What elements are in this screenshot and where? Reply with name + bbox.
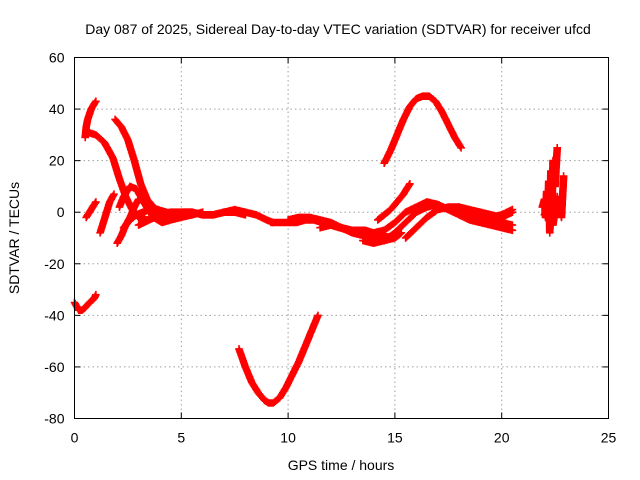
chart-title: Day 087 of 2025, Sidereal Day-to-day VTE… (85, 21, 591, 37)
series-markers (235, 311, 322, 407)
series-markers (134, 208, 250, 229)
x-tick-labels: 0 5 10 15 20 25 (71, 430, 617, 446)
y-tick-label: 60 (49, 50, 65, 66)
x-tick-label: 15 (387, 430, 403, 446)
x-tick-label: 5 (177, 430, 185, 446)
y-tick-label: 0 (57, 204, 65, 220)
series-markers (374, 180, 414, 224)
x-tick-label: 0 (71, 430, 79, 446)
series-markers (380, 92, 465, 167)
series-arc-03 (82, 198, 100, 222)
y-axis-label: SDTVAR / TECUs (6, 182, 22, 294)
axis-ticks (74, 57, 609, 419)
series-arc-15 (380, 92, 465, 167)
x-tick-label: 20 (494, 430, 510, 446)
series-arc-06 (111, 115, 207, 222)
series-markers (82, 198, 100, 222)
series-arc-01 (70, 290, 100, 314)
grid-lines (74, 57, 609, 419)
plot-frame (74, 57, 609, 419)
x-tick-label: 25 (601, 430, 617, 446)
y-tick-label: -20 (44, 256, 64, 272)
y-tick-label: -80 (44, 411, 64, 427)
x-tick-label: 10 (280, 430, 296, 446)
y-tick-label: 40 (49, 101, 65, 117)
series-arc-22 (540, 172, 568, 229)
series-markers (96, 190, 118, 237)
series-markers (455, 203, 517, 222)
series-arc-11 (235, 311, 322, 407)
series-arc-05 (96, 190, 118, 237)
y-tick-label: -60 (44, 359, 64, 375)
y-tick-label: -40 (44, 307, 64, 323)
x-axis-label: GPS time / hours (288, 457, 395, 473)
series-arc-20 (455, 203, 517, 222)
series-arc-10 (134, 208, 250, 229)
series-markers (111, 115, 207, 222)
data-series (70, 92, 568, 407)
series-arc-16 (374, 180, 414, 224)
series-markers (70, 290, 100, 314)
y-tick-label: 20 (49, 153, 65, 169)
y-tick-labels: -80 -60 -40 -20 0 20 40 60 (44, 50, 64, 427)
